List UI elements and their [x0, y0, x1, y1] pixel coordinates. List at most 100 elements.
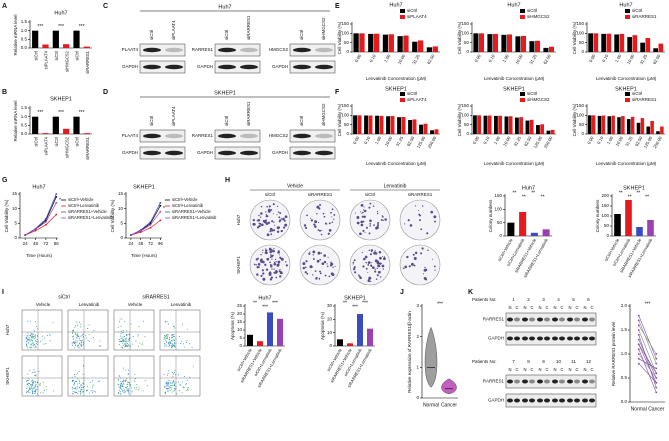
colony: [259, 216, 262, 218]
event: [168, 384, 170, 386]
event: [123, 339, 125, 341]
bar: [498, 115, 503, 134]
event: [136, 386, 138, 388]
event: [31, 340, 33, 342]
y-tick-label: 1.0: [621, 351, 628, 356]
colony: [276, 205, 279, 207]
legend-swatch: [625, 98, 630, 102]
event: [124, 336, 126, 338]
event: [79, 381, 81, 383]
band: [589, 398, 595, 403]
event: [130, 346, 132, 348]
colony: [308, 252, 311, 255]
event: [127, 341, 129, 343]
chart-title: Huh7: [507, 2, 520, 8]
event: [77, 344, 79, 346]
colony: [363, 206, 365, 208]
bar: [521, 35, 527, 52]
event: [123, 392, 125, 394]
event: [127, 334, 129, 336]
point: [45, 218, 47, 220]
x-tick-label: 48: [33, 241, 39, 246]
band: [537, 336, 543, 341]
event: [30, 339, 32, 341]
event: [125, 342, 127, 344]
colony: [320, 233, 323, 236]
blot: [139, 43, 186, 57]
x-tick-label: 62.50: [523, 135, 533, 147]
y-tick-label: 15: [12, 191, 18, 196]
colony: [280, 257, 284, 261]
group-label: siCtrl: [58, 294, 69, 300]
event: [29, 346, 31, 348]
point: [55, 201, 58, 204]
bar: [83, 133, 90, 134]
x-tick-label: 62.50: [542, 53, 552, 65]
point: [139, 230, 142, 232]
colony: [358, 275, 361, 278]
condition-label: Vehicle: [36, 302, 51, 307]
band: [165, 133, 183, 139]
point: [55, 196, 58, 198]
bar: [397, 36, 403, 52]
y-axis-label: Cell Viability (%): [457, 103, 462, 136]
point: [637, 319, 640, 322]
band: [589, 317, 595, 322]
y-tick-label: 0: [581, 49, 584, 54]
chart-title: SKHEP1: [133, 184, 155, 190]
event: [27, 380, 29, 382]
lane-label: siRARRES1: [246, 101, 251, 126]
lane-label: siCtrl: [149, 30, 154, 40]
point: [637, 329, 640, 331]
colony: [259, 222, 262, 225]
event: [37, 336, 39, 338]
event: [167, 374, 169, 376]
legend-label: siCtrl: [632, 8, 642, 13]
event: [163, 335, 165, 337]
colony: [314, 220, 318, 224]
y-tick-label: 5: [120, 221, 123, 226]
colony: [320, 252, 322, 254]
event: [74, 387, 76, 389]
row-label: GAPDH: [122, 64, 138, 69]
point: [655, 372, 658, 375]
point: [45, 223, 47, 226]
colony: [311, 266, 313, 268]
event: [44, 337, 46, 339]
event: [120, 330, 122, 332]
bar: [357, 115, 362, 134]
colony: [327, 256, 329, 258]
event: [79, 347, 81, 349]
colony: [267, 208, 271, 212]
colony: [278, 216, 281, 219]
lane-label: N: [583, 305, 586, 310]
colony: [421, 247, 424, 250]
event: [35, 383, 37, 385]
event: [31, 388, 33, 390]
colony: [316, 205, 320, 209]
event: [79, 336, 81, 338]
event: [32, 384, 34, 386]
colony: [252, 222, 256, 226]
event: [137, 345, 139, 347]
event: [120, 325, 122, 327]
row-label: RARRES1: [192, 47, 214, 52]
bar: [507, 34, 513, 52]
colony: [374, 270, 377, 273]
event: [179, 390, 181, 392]
band: [315, 150, 333, 156]
colony: [322, 212, 325, 215]
event: [73, 384, 75, 386]
colony: [354, 271, 357, 274]
bar: [347, 343, 353, 346]
x-tick-label: siCtrl: [75, 137, 80, 147]
x-tick-label: 10.00: [397, 53, 407, 65]
flow-plot: [159, 309, 201, 351]
x-tick-label: 125.00: [642, 135, 653, 149]
event: [128, 345, 130, 347]
lane-label: siCtrl: [224, 116, 229, 126]
y-axis-label: Relative RARRES1 protein level: [611, 322, 616, 386]
event: [30, 343, 32, 345]
y-tick-label: 100: [576, 113, 584, 118]
band: [582, 336, 588, 341]
